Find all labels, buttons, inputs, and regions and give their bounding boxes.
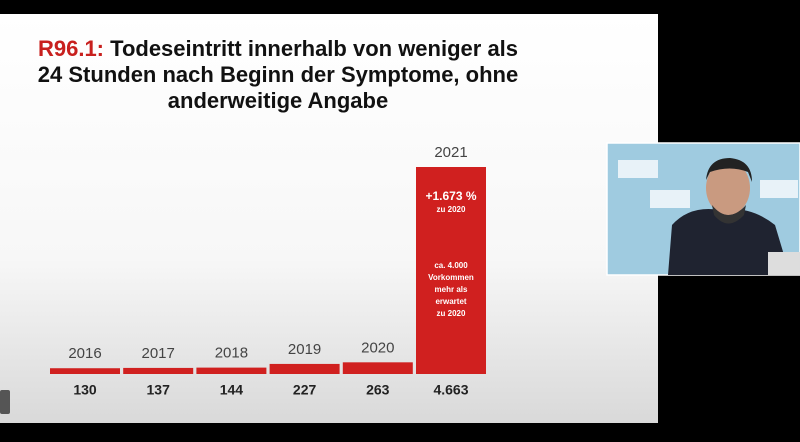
speaker-beard: [712, 205, 746, 224]
category-label: 2021: [434, 144, 467, 161]
slide: [0, 14, 658, 423]
annotation: Vorkommen: [428, 273, 474, 282]
chart-title: anderweitige Angabe: [168, 88, 388, 113]
backdrop-logo: [618, 160, 658, 178]
title-line: Todeseintritt innerhalb von weniger als: [110, 36, 518, 61]
annotation: zu 2020: [437, 309, 466, 318]
side-icon: [0, 390, 10, 414]
value-label: 130: [73, 382, 97, 398]
category-label: 2018: [215, 345, 248, 362]
bar: [196, 367, 267, 374]
chart-title: 24 Stunden nach Beginn der Symptome, ohn…: [38, 62, 518, 87]
speaker-hair: [706, 158, 752, 182]
backdrop-logo: [760, 180, 798, 198]
bar: [123, 367, 194, 374]
speaker-body: [668, 209, 790, 275]
value-label: 137: [147, 382, 171, 398]
bar: [269, 363, 340, 374]
category-label: 2016: [68, 345, 101, 362]
value-label: 263: [366, 382, 390, 398]
bar: [342, 362, 413, 374]
value-label: 227: [293, 382, 317, 398]
backdrop-logo: [650, 190, 690, 208]
webcam-inset: [606, 142, 800, 276]
bar: [50, 368, 120, 374]
bar: [416, 167, 486, 374]
annotation: mehr als: [435, 285, 468, 294]
annotation: +1.673 %: [425, 189, 476, 203]
value-label: 4.663: [433, 382, 468, 398]
chart-title: R96.1: Todeseintritt innerhalb von wenig…: [38, 36, 518, 61]
annotation: ca. 4.000: [434, 261, 468, 270]
annotation: erwartet: [435, 297, 466, 306]
category-label: 2019: [288, 341, 321, 358]
annotation: zu 2020: [437, 205, 466, 214]
category-label: 2020: [361, 339, 394, 356]
category-label: 2017: [142, 345, 175, 362]
laptop: [768, 252, 800, 275]
speaker-head: [706, 161, 750, 215]
title-code: R96.1:: [38, 36, 104, 61]
value-label: 144: [220, 382, 244, 398]
